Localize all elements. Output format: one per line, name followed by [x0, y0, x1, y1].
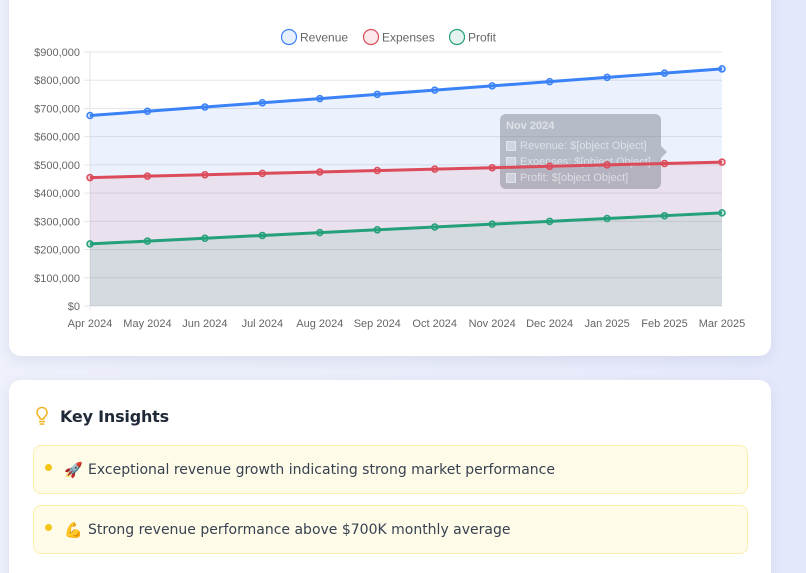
y-tick-label: $300,000 [34, 216, 80, 228]
chart-tooltip: Nov 2024 Revenue: $[object Object] Expen… [500, 114, 667, 189]
x-tick-label: Sep 2024 [354, 318, 401, 330]
x-tick-label: Jun 2024 [182, 318, 227, 330]
y-tick-label: $700,000 [34, 103, 80, 115]
x-tick-label: Dec 2024 [526, 318, 573, 330]
x-tick-label: Mar 2025 [699, 318, 745, 330]
insight-item: 💪 Strong revenue performance above $700K… [33, 505, 748, 554]
y-tick-label: $200,000 [34, 245, 80, 257]
y-tick-label: $800,000 [34, 75, 80, 87]
insights-title: Key Insights [60, 406, 169, 426]
y-tick-label: $500,000 [34, 160, 80, 172]
x-tick-label: Feb 2025 [641, 318, 687, 330]
insights-card: Key Insights 🚀 Exceptional revenue growt… [9, 380, 771, 573]
x-axis: Apr 2024 May 2024 Jun 2024 Jul 2024 Aug 2024… [68, 318, 746, 330]
tooltip-swatch [506, 141, 516, 151]
y-tick-label: $100,000 [34, 273, 80, 285]
x-tick-label: Nov 2024 [469, 318, 516, 330]
insight-text: Strong revenue performance above $700K m… [88, 521, 511, 538]
bullet-dot [45, 464, 52, 471]
legend-item-expenses[interactable]: Expenses [362, 28, 435, 46]
legend-label: Revenue [300, 31, 348, 45]
legend-item-profit[interactable]: Profit [448, 28, 497, 46]
legend-label: Profit [468, 31, 497, 45]
area-revenue [90, 68, 722, 306]
legend-swatch [362, 28, 380, 46]
flexed-biceps-icon: 💪 [64, 521, 83, 539]
bullet-dot [45, 524, 52, 531]
tooltip-row-expenses: Expenses: $[object Object] [506, 154, 655, 170]
y-tick-label: $600,000 [34, 132, 80, 144]
insights-header: Key Insights [35, 406, 169, 426]
lightbulb-icon [36, 406, 48, 425]
x-tick-label: Jan 2025 [584, 318, 629, 330]
y-tick-label: $400,000 [34, 188, 80, 200]
tooltip-swatch [506, 157, 516, 167]
tooltip-title: Nov 2024 [506, 120, 555, 132]
y-tick-label: $900,000 [34, 47, 80, 59]
tooltip-swatch [506, 173, 516, 183]
chart-areas [90, 68, 722, 306]
insight-text: Exceptional revenue growth indicating st… [88, 461, 555, 478]
insight-item: 🚀 Exceptional revenue growth indicating … [33, 445, 748, 494]
x-tick-label: Oct 2024 [412, 318, 457, 330]
y-tick-label: $0 [68, 301, 80, 313]
tooltip-row-revenue: Revenue: $[object Object] [506, 138, 655, 154]
y-axis: $0 $100,000 $200,000 $300,000 $400,000 $500,0… [34, 47, 80, 313]
legend-swatch [448, 28, 466, 46]
x-tick-label: Apr 2024 [68, 318, 113, 330]
x-tick-label: Jul 2024 [242, 318, 284, 330]
chart-legend[interactable]: Revenue Expenses Profit [280, 28, 497, 46]
legend-item-revenue[interactable]: Revenue [280, 28, 349, 46]
legend-swatch [280, 28, 298, 46]
rocket-icon: 🚀 [64, 461, 83, 479]
legend-label: Expenses [382, 31, 435, 45]
line-chart[interactable]: Revenue Expenses Profit $0 $100,000 $200,000… [0, 0, 806, 360]
x-tick-label: Aug 2024 [296, 318, 343, 330]
x-tick-label: May 2024 [123, 318, 171, 330]
tooltip-row-profit: Profit: $[object Object] [506, 170, 655, 186]
